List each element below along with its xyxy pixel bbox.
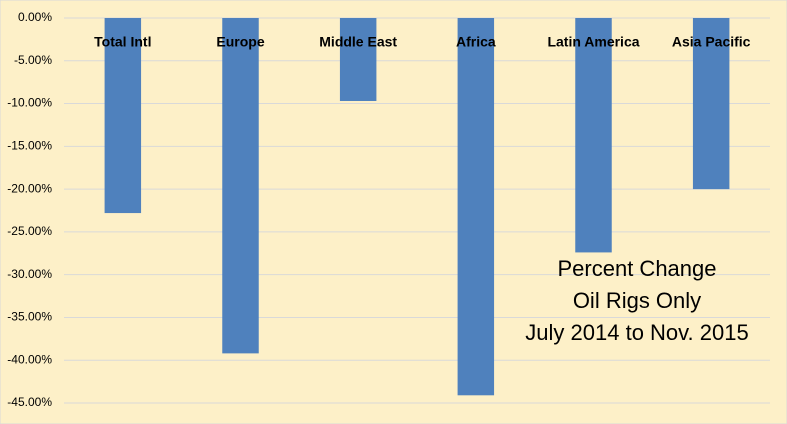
- annotation: July 2014 to Nov. 2015: [525, 320, 748, 345]
- bar: [575, 18, 612, 253]
- annotation: Percent Change: [558, 256, 717, 281]
- y-tick-label: -25.00%: [7, 224, 52, 238]
- x-tick-label: Latin America: [547, 34, 639, 50]
- x-tick-label: Middle East: [319, 34, 397, 50]
- bar: [339, 18, 377, 101]
- y-tick-label: -10.00%: [7, 96, 52, 110]
- x-tick-label: Europe: [216, 34, 264, 50]
- y-tick-label: -45.00%: [7, 395, 52, 409]
- y-tick-label: 0.00%: [18, 10, 52, 24]
- y-tick-label: -40.00%: [7, 352, 52, 366]
- bar: [457, 18, 495, 396]
- y-tick-label: -35.00%: [7, 310, 52, 324]
- bar: [222, 18, 259, 354]
- x-tick-label: Asia Pacific: [672, 34, 751, 50]
- x-tick-label: Total Intl: [94, 34, 151, 50]
- y-tick-label: -30.00%: [7, 267, 52, 281]
- annotation: Oil Rigs Only: [573, 288, 701, 313]
- x-tick-label: Africa: [456, 34, 496, 50]
- y-tick-label: -20.00%: [7, 181, 52, 195]
- bar: [692, 18, 730, 190]
- y-tick-label: -15.00%: [7, 139, 52, 153]
- bar: [104, 18, 142, 214]
- y-tick-label: -5.00%: [14, 53, 52, 67]
